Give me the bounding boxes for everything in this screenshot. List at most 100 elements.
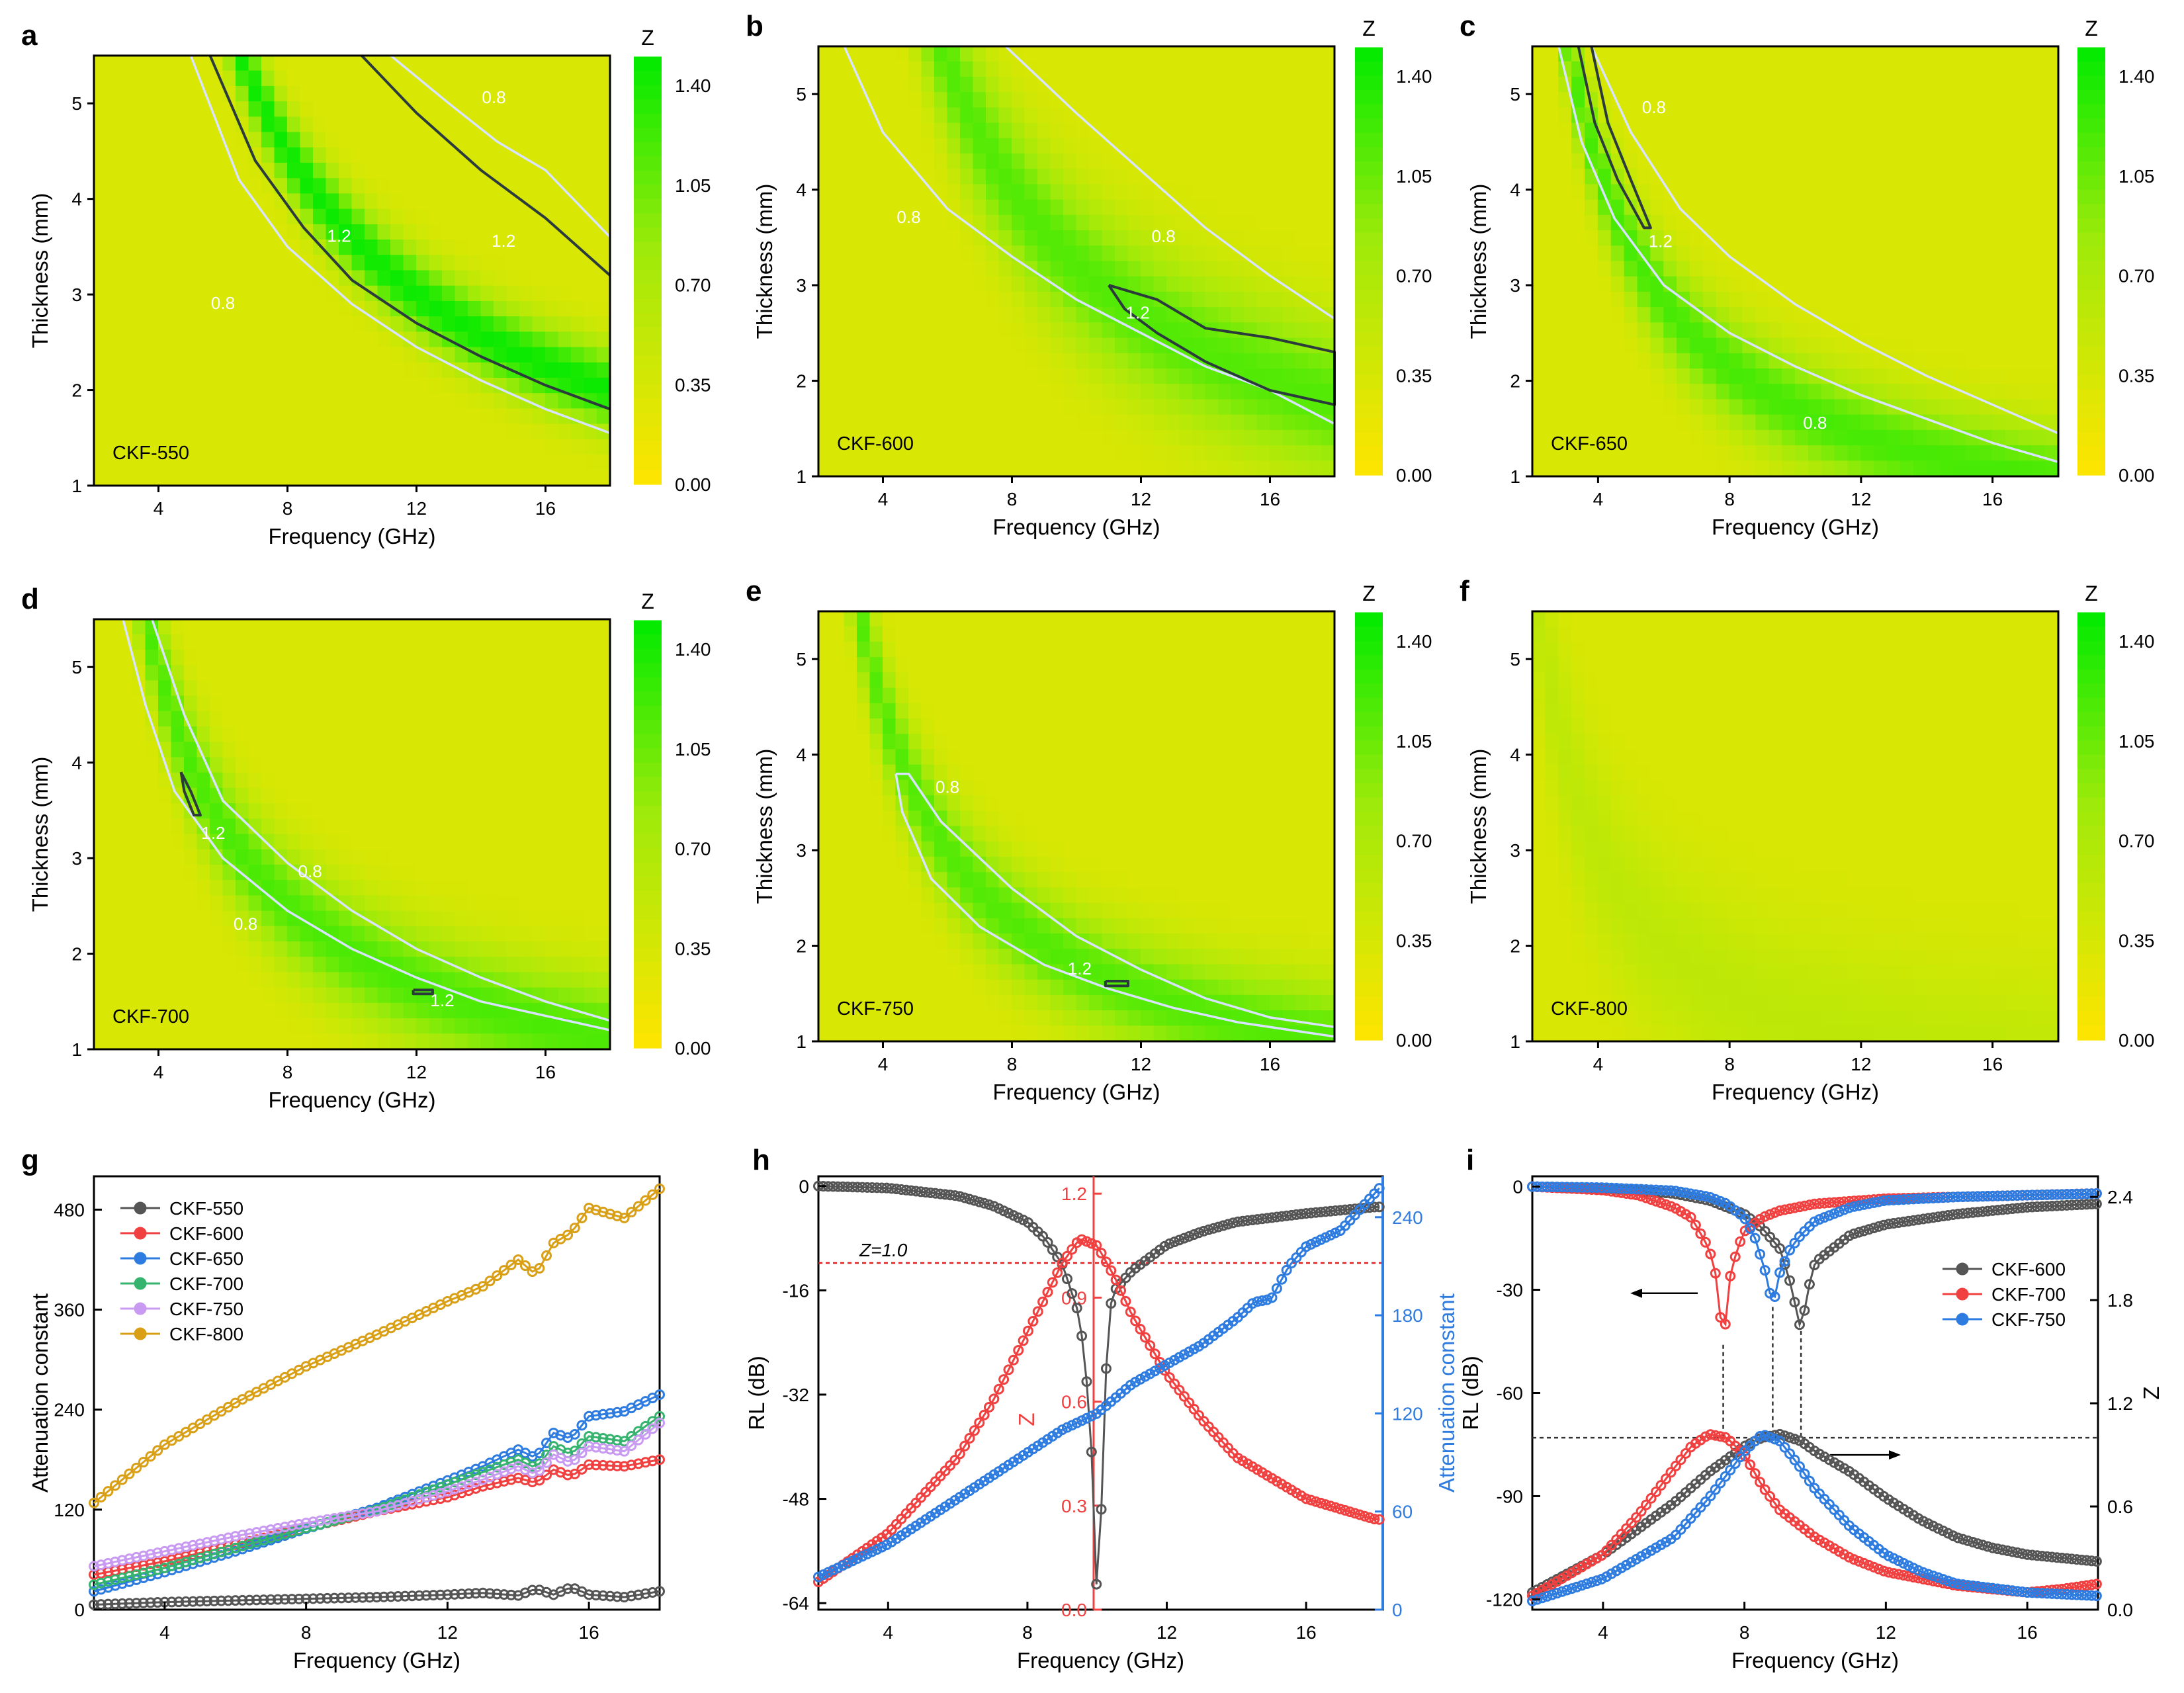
heatmap-cell xyxy=(1795,353,1810,370)
heatmap-cell xyxy=(300,163,314,179)
heatmap-cell xyxy=(1663,76,1678,93)
heatmap-cell xyxy=(584,331,598,348)
heatmap-cell xyxy=(132,85,146,103)
heatmap-cell xyxy=(132,957,146,973)
heatmap-cell xyxy=(1677,369,1691,385)
heatmap-cell xyxy=(222,408,237,425)
heatmap-cell xyxy=(908,414,922,431)
heatmap-cell xyxy=(1782,322,1796,339)
heatmap-cell xyxy=(300,803,314,820)
heatmap-cell xyxy=(2044,214,2059,232)
heatmap-cell xyxy=(921,841,936,858)
heatmap-cell xyxy=(571,910,585,927)
heatmap-cell xyxy=(1063,307,1077,324)
heatmap-cell xyxy=(313,649,327,666)
heatmap-cell xyxy=(818,122,832,139)
heatmap-cell xyxy=(236,193,249,210)
heatmap-cell xyxy=(287,270,301,286)
heatmap-cell xyxy=(93,818,108,835)
heatmap-cell xyxy=(132,711,146,728)
heatmap-cell xyxy=(1900,369,1915,385)
heatmap-cell xyxy=(1887,153,1901,170)
heatmap-cell xyxy=(1716,414,1730,431)
heatmap-cell xyxy=(287,849,301,866)
heatmap-cell xyxy=(869,611,884,627)
heatmap-cell xyxy=(1992,307,2007,324)
contour-label: 0.8 xyxy=(1642,97,1666,117)
heatmap-cell xyxy=(171,941,185,958)
heatmap-cell xyxy=(1887,76,1901,93)
heatmap-cell xyxy=(1102,138,1116,155)
heatmap-cell xyxy=(468,378,482,394)
heatmap-cell xyxy=(1742,369,1757,385)
heatmap-cell xyxy=(908,307,922,324)
heatmap-cell xyxy=(480,224,495,241)
heatmap-cell xyxy=(1308,230,1323,247)
heatmap-cell xyxy=(1702,46,1717,62)
heatmap-cell xyxy=(145,470,159,486)
heatmap-cell xyxy=(1952,169,1967,185)
heatmap-cell xyxy=(158,926,172,943)
heatmap-cell xyxy=(584,285,598,302)
heatmap-cell xyxy=(869,261,884,277)
heatmap-cell xyxy=(1610,230,1625,247)
heatmap-cell xyxy=(1650,337,1665,354)
heatmap-cell xyxy=(986,276,1000,293)
heatmap-cell xyxy=(883,169,896,185)
heatmap-cell xyxy=(119,895,134,912)
heatmap-cell xyxy=(1127,384,1142,400)
heatmap-cell xyxy=(506,910,521,927)
heatmap-cell xyxy=(1037,61,1051,78)
heatmap-cell xyxy=(895,399,910,415)
heatmap-cell xyxy=(442,726,456,743)
heatmap-cell xyxy=(1624,76,1638,93)
heatmap-cell xyxy=(506,1033,521,1050)
heatmap-cell xyxy=(455,834,469,850)
heatmap-cell xyxy=(339,742,353,758)
heatmap-cell xyxy=(248,255,263,271)
heatmap-cell xyxy=(934,445,948,462)
heatmap-cell xyxy=(895,1010,910,1027)
heatmap-cell xyxy=(222,178,237,195)
heatmap-cell xyxy=(1270,107,1284,124)
heatmap-cell xyxy=(1076,337,1090,354)
heatmap-cell xyxy=(1860,138,1875,155)
heatmap-cell xyxy=(119,439,134,456)
colorbar-cell xyxy=(634,227,662,243)
heatmap-cell xyxy=(442,849,456,866)
heatmap-cell xyxy=(2018,429,2032,447)
heatmap-cell xyxy=(934,261,948,277)
heatmap-cell xyxy=(1755,199,1770,216)
heatmap-cell xyxy=(442,772,456,789)
heatmap-cell xyxy=(571,880,585,896)
heatmap-cell xyxy=(1795,384,1810,400)
heatmap-cell xyxy=(1782,46,1796,62)
heatmap-cell xyxy=(2005,429,2020,447)
heatmap-cell xyxy=(1847,92,1862,109)
heatmap-cell xyxy=(545,926,559,943)
colorbar-cell xyxy=(1355,332,1383,347)
heatmap-cell xyxy=(857,734,871,750)
heatmap-cell xyxy=(1256,46,1271,62)
heatmap-cell xyxy=(1702,384,1717,400)
heatmap-cell xyxy=(883,887,896,904)
heatmap-cell xyxy=(248,408,263,425)
heatmap-cell xyxy=(1610,245,1625,262)
heatmap-cell xyxy=(429,895,443,912)
heatmap-cell xyxy=(883,322,896,339)
heatmap-cell xyxy=(844,826,858,842)
heatmap-cell xyxy=(326,1018,340,1035)
heatmap-cell xyxy=(1690,245,1704,262)
heatmap-cell xyxy=(1153,46,1168,62)
heatmap-cell xyxy=(1874,230,1888,247)
heatmap-cell xyxy=(429,803,443,820)
heatmap-cell xyxy=(377,1002,392,1020)
heatmap-cell xyxy=(236,665,249,681)
heatmap-cell xyxy=(1939,46,1954,62)
heatmap-cell xyxy=(1270,399,1284,415)
heatmap-cell xyxy=(300,331,314,348)
heatmap-cell xyxy=(895,230,910,247)
heatmap-cell xyxy=(1597,460,1612,477)
heatmap-cell xyxy=(973,291,987,308)
heatmap-cell xyxy=(921,718,936,735)
